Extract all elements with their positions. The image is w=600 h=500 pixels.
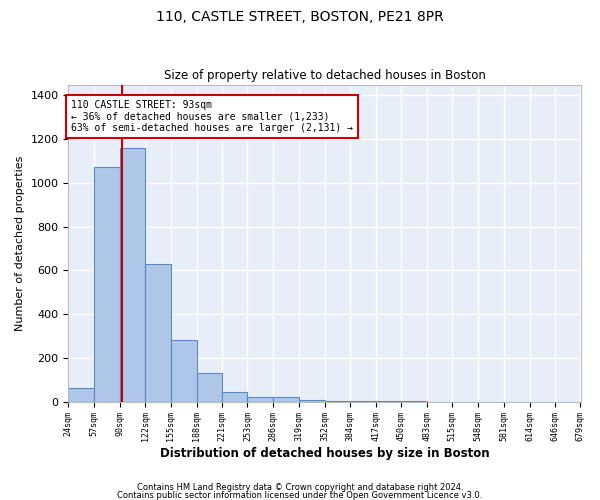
Bar — [299, 400, 325, 402]
Text: Contains HM Land Registry data © Crown copyright and database right 2024.: Contains HM Land Registry data © Crown c… — [137, 484, 463, 492]
X-axis label: Distribution of detached houses by size in Boston: Distribution of detached houses by size … — [160, 447, 489, 460]
Y-axis label: Number of detached properties: Number of detached properties — [15, 156, 25, 331]
Bar — [68, 388, 94, 402]
Text: Contains public sector information licensed under the Open Government Licence v3: Contains public sector information licen… — [118, 491, 482, 500]
Title: Size of property relative to detached houses in Boston: Size of property relative to detached ho… — [164, 69, 485, 82]
Bar — [247, 398, 273, 402]
Bar — [350, 401, 376, 402]
Bar — [171, 340, 197, 402]
Bar — [223, 392, 247, 402]
Bar — [273, 398, 299, 402]
Bar — [197, 374, 223, 402]
Bar — [94, 166, 120, 402]
Bar — [145, 264, 171, 402]
Bar — [120, 148, 145, 402]
Text: 110, CASTLE STREET, BOSTON, PE21 8PR: 110, CASTLE STREET, BOSTON, PE21 8PR — [156, 10, 444, 24]
Text: 110 CASTLE STREET: 93sqm
← 36% of detached houses are smaller (1,233)
63% of sem: 110 CASTLE STREET: 93sqm ← 36% of detach… — [71, 100, 353, 133]
Bar — [325, 400, 350, 402]
